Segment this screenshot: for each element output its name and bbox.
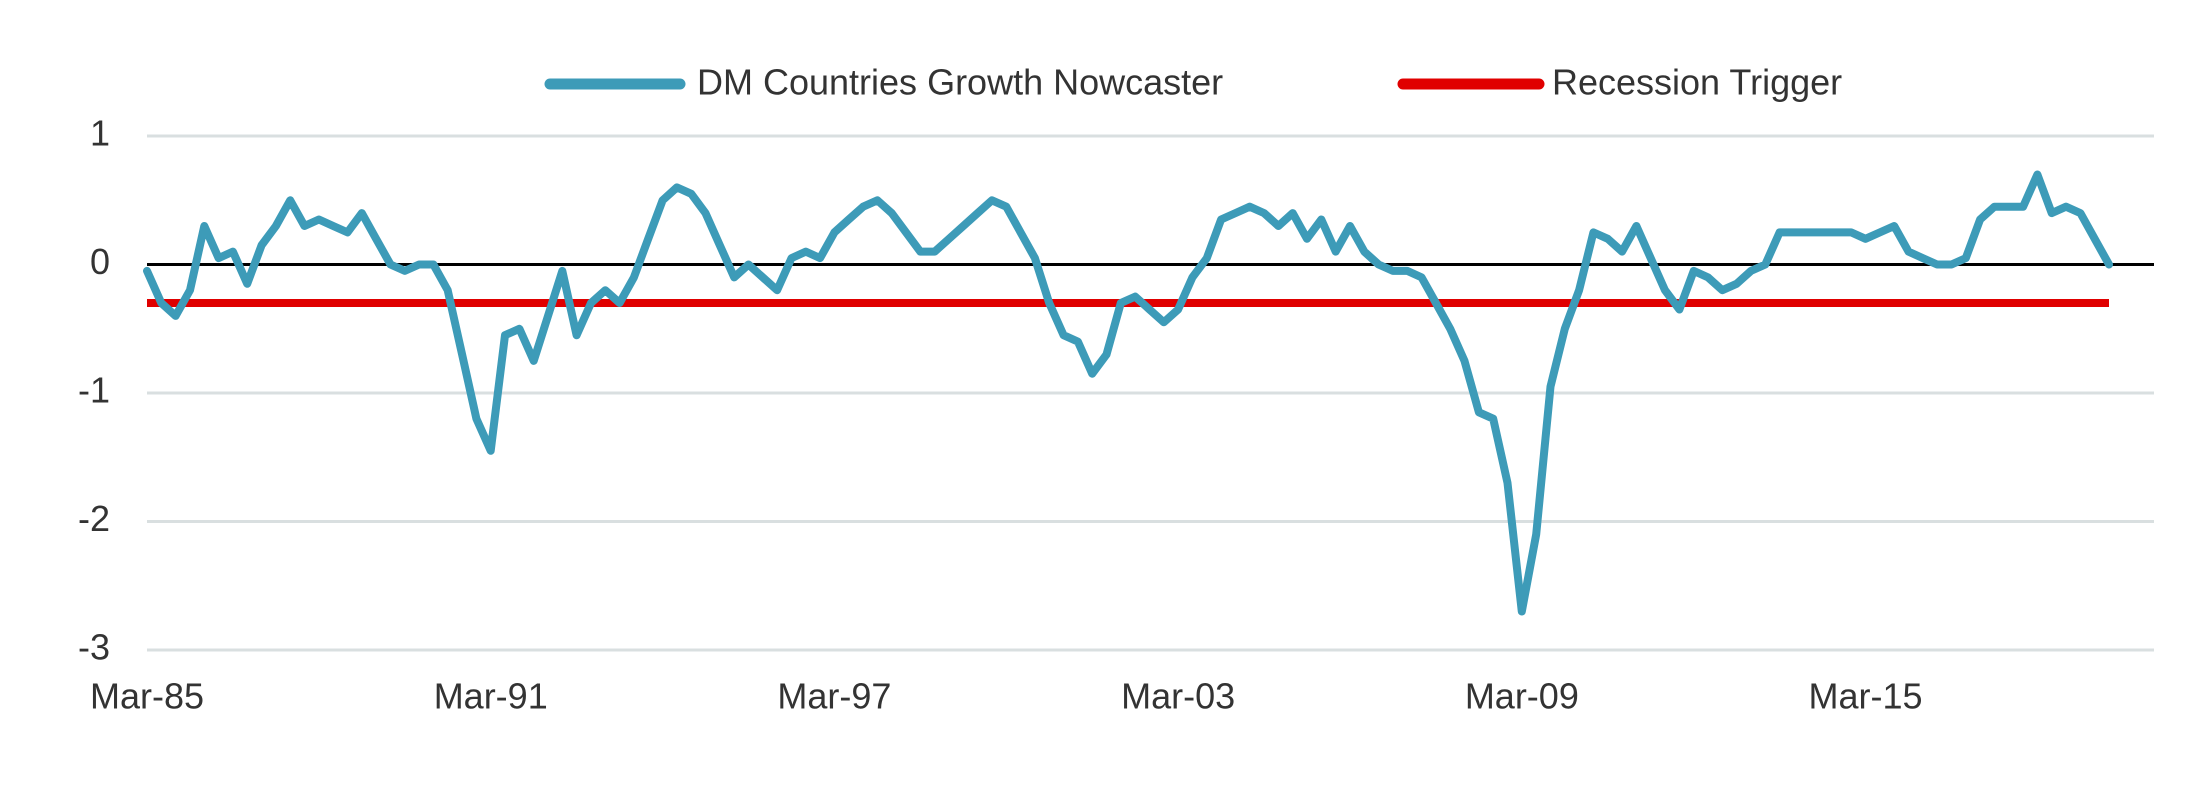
x-tick-label: Mar-91 — [434, 676, 548, 717]
x-tick-label: Mar-15 — [1809, 676, 1923, 717]
y-tick-label: -1 — [78, 370, 110, 411]
y-tick-label: -2 — [78, 498, 110, 539]
y-tick-label: 1 — [90, 113, 110, 154]
x-tick-label: Mar-03 — [1121, 676, 1235, 717]
x-tick-label: Mar-97 — [777, 676, 891, 717]
x-tick-label: Mar-09 — [1465, 676, 1579, 717]
legend-label: DM Countries Growth Nowcaster — [697, 62, 1223, 103]
x-tick-label: Mar-85 — [90, 676, 204, 717]
data-line — [143, 170, 2113, 616]
y-tick-label: -3 — [78, 627, 110, 668]
y-tick-label: 0 — [90, 241, 110, 282]
legend-label: Recession Trigger — [1552, 62, 1842, 103]
